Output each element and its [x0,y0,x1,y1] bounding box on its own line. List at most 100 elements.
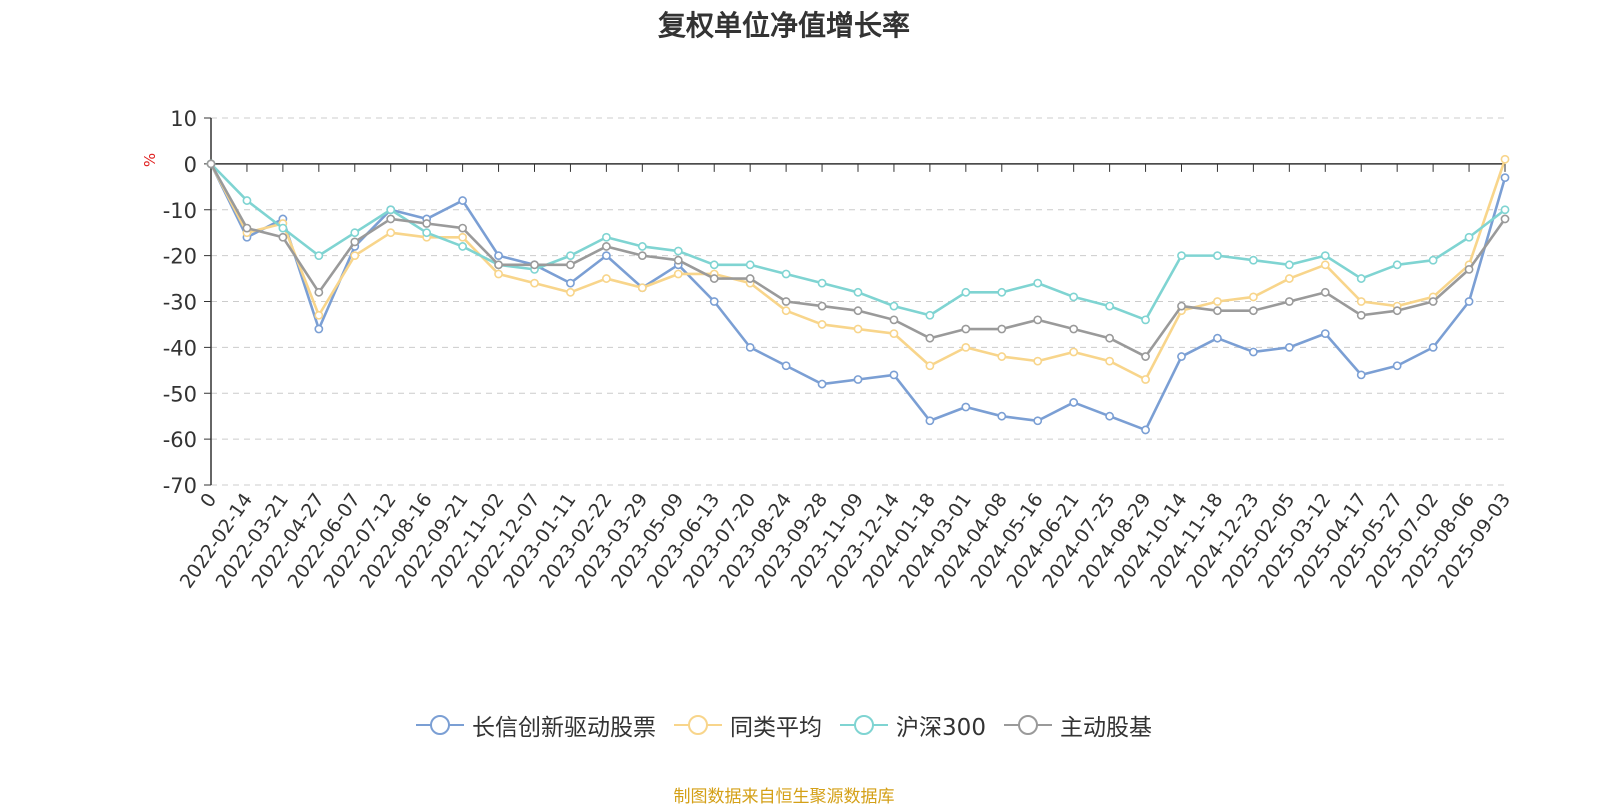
data-point [1033,416,1043,426]
data-point [566,287,575,297]
data-point [1284,297,1294,306]
data-point [1428,255,1438,265]
data-point [925,416,935,426]
data-point [386,205,396,215]
data-point [853,324,863,334]
data-point [1248,292,1258,302]
legend: 长信创新驱动股票 同类平均 沪深300 主动股基 [0,708,1568,742]
data-point [1177,251,1186,261]
data-point [925,310,935,320]
data-point [1356,370,1366,380]
data-point [1356,297,1366,306]
data-point [1105,301,1115,311]
series-lines [206,154,1510,435]
data-point [673,255,683,265]
data-point [1284,274,1294,283]
data-point [601,232,611,242]
legend-item[interactable]: 沪深300 [840,708,986,742]
data-point [745,342,755,352]
line-chart: 100-10-20-30-40-50-60-7002022-02-142022-… [141,107,1515,592]
data-point [637,242,647,251]
data-point [709,260,719,270]
y-tick-label: -20 [163,245,197,269]
legend-swatch-icon [840,715,889,735]
data-point [242,196,252,205]
data-point [1248,347,1258,357]
data-point [817,320,827,329]
data-point [601,274,611,283]
data-point [637,283,647,293]
data-point [1141,425,1150,435]
data-point [1500,173,1510,183]
data-point [817,301,827,311]
data-point [422,219,432,228]
data-point [1033,315,1043,325]
data-point [997,411,1007,421]
data-point [1392,361,1402,371]
data-point [1500,205,1510,215]
data-point [889,329,899,339]
data-point [1141,315,1150,325]
data-point [637,251,647,261]
data-point [961,287,971,297]
legend-label: 同类平均 [730,715,823,741]
data-point [1500,154,1510,164]
legend-item[interactable]: 同类平均 [674,708,822,742]
data-point [1069,398,1079,407]
data-point [1213,297,1222,306]
data-point [961,402,971,412]
legend-label: 长信创新驱动股票 [472,715,657,741]
data-point [1141,352,1150,361]
data-point [458,223,468,233]
legend-item[interactable]: 长信创新驱动股票 [416,708,656,742]
data-point [314,324,324,334]
data-point [853,375,863,384]
data-point [566,260,575,270]
data-point [386,214,396,224]
data-point [1464,297,1474,306]
y-tick-label: -10 [163,199,197,223]
data-point [278,232,288,242]
x-tick-label: 0 [196,489,221,512]
data-point [853,287,863,297]
data-point [1248,255,1258,265]
data-point [350,251,360,261]
data-point [1320,260,1330,270]
data-point [889,370,899,380]
data-point [781,269,791,279]
y-tick-label: -50 [163,382,197,406]
data-point [601,242,611,251]
data-point [1428,297,1438,306]
series-line [209,158,1507,381]
data-point [1284,260,1294,270]
data-point [1392,260,1402,270]
data-point [386,228,396,238]
grid-lines [211,117,1505,486]
data-point [889,315,899,325]
data-point [314,310,324,320]
legend-swatch-icon [416,715,465,735]
data-point [1177,352,1186,361]
data-point [1213,333,1222,343]
data-point [458,242,468,251]
y-tick-label: -70 [163,474,197,498]
legend-item[interactable]: 主动股基 [1003,708,1152,742]
data-point [458,196,468,205]
data-point [1500,214,1510,224]
data-point [1177,301,1186,311]
data-point [1105,356,1115,366]
data-point [566,278,575,288]
data-point [530,278,539,288]
y-tick-label: -30 [163,291,197,315]
data-point [961,342,971,352]
data-point [817,379,827,389]
data-point [925,361,935,371]
data-point [1069,324,1079,334]
data-point [997,287,1007,297]
data-point [925,333,935,343]
data-point [1428,342,1438,352]
data-point [1213,251,1222,261]
chart-title: 复权单位净值增长率 [657,9,910,42]
data-point [1213,306,1222,316]
legend-label: 主动股基 [1059,715,1152,741]
